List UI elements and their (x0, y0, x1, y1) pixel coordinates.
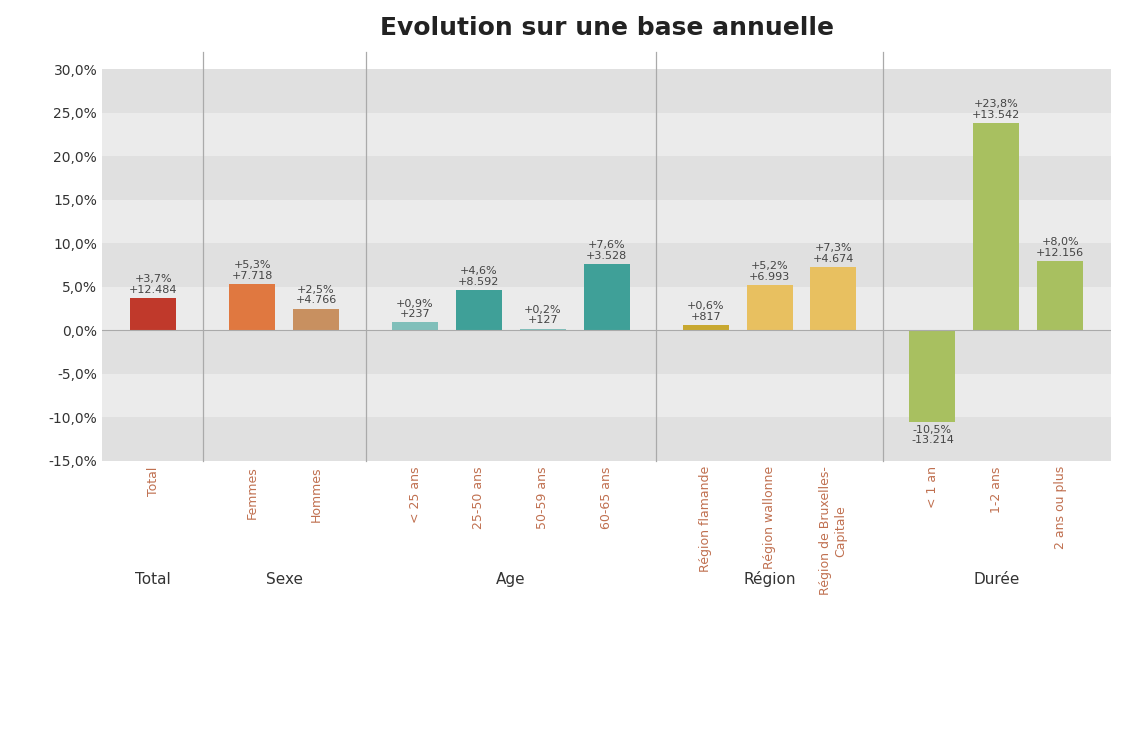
Bar (1038, 261, 1083, 330)
Bar (973, 123, 1019, 330)
Bar (102, 287, 1111, 330)
Bar (102, 69, 1111, 113)
Bar (102, 113, 1111, 156)
Text: +5,2%: +5,2% (751, 261, 788, 271)
Text: +5,3%: +5,3% (234, 260, 271, 270)
Bar (811, 267, 856, 330)
Text: Durée: Durée (973, 572, 1019, 588)
Text: +7.718: +7.718 (231, 271, 273, 281)
Bar (102, 200, 1111, 243)
Title: Evolution sur une base annuelle: Evolution sur une base annuelle (380, 16, 833, 40)
Text: Sexe: Sexe (265, 572, 303, 588)
Text: +0,6%: +0,6% (687, 301, 725, 311)
Bar (392, 322, 438, 330)
Text: +3,7%: +3,7% (134, 274, 172, 284)
Bar (102, 156, 1111, 200)
Text: +0,2%: +0,2% (524, 305, 561, 314)
Text: +2,5%: +2,5% (297, 285, 335, 294)
Text: Age: Age (496, 572, 526, 588)
Text: Région: Région (743, 571, 796, 588)
Text: +127: +127 (527, 316, 558, 325)
Bar (584, 265, 629, 330)
Bar (746, 285, 793, 330)
Bar (102, 243, 1111, 287)
Bar (293, 308, 339, 330)
Bar (102, 374, 1111, 417)
Text: -10,5%: -10,5% (913, 424, 953, 435)
Bar (130, 298, 176, 330)
Text: +8,0%: +8,0% (1041, 237, 1080, 247)
Text: +6.993: +6.993 (748, 272, 790, 282)
Bar (909, 330, 956, 421)
Bar (102, 330, 1111, 374)
Text: +7,6%: +7,6% (587, 240, 626, 250)
Text: Total: Total (135, 572, 171, 588)
Text: -13.214: -13.214 (911, 435, 954, 446)
Text: +8.592: +8.592 (458, 277, 500, 288)
Text: +4,6%: +4,6% (460, 266, 498, 276)
Bar (683, 325, 729, 330)
Text: +3.528: +3.528 (586, 251, 627, 261)
Bar (456, 291, 502, 330)
Text: +0,9%: +0,9% (396, 299, 434, 308)
Text: +13.542: +13.542 (972, 110, 1021, 120)
Text: +4.766: +4.766 (296, 296, 337, 305)
Text: +7,3%: +7,3% (814, 243, 853, 253)
Text: +4.674: +4.674 (813, 253, 854, 264)
Bar (102, 417, 1111, 461)
Text: +237: +237 (400, 309, 431, 319)
Text: +12.156: +12.156 (1036, 247, 1084, 258)
Text: +23,8%: +23,8% (974, 100, 1018, 109)
Bar (229, 284, 276, 330)
Bar (519, 328, 566, 330)
Text: +817: +817 (691, 312, 721, 322)
Text: +12.484: +12.484 (129, 285, 177, 295)
